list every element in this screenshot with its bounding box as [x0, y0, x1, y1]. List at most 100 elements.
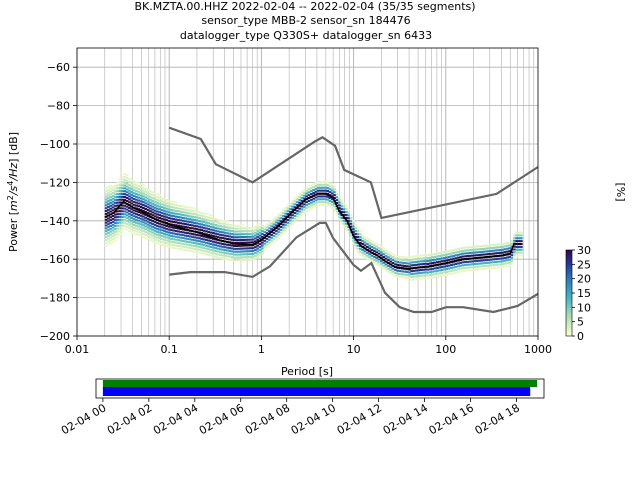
histogram-cell [214, 252, 217, 255]
histogram-cell [177, 218, 180, 221]
histogram-cell [163, 215, 166, 218]
histogram-cell [310, 184, 313, 187]
histogram-cell [123, 175, 126, 178]
histogram-cell [167, 237, 171, 240]
histogram-cell [214, 255, 217, 258]
histogram-cell [132, 223, 136, 226]
histogram-cell [478, 254, 481, 257]
histogram-cell [503, 262, 507, 265]
histogram-cell [139, 220, 143, 223]
histogram-cell [310, 190, 313, 193]
histogram-cell [513, 245, 516, 248]
histogram-cell [191, 209, 194, 212]
histogram-cell [109, 233, 112, 236]
histogram-cell [114, 190, 117, 193]
histogram-cell [263, 242, 266, 245]
histogram-cell [508, 258, 511, 261]
histogram-cell [228, 235, 231, 238]
histogram-cell [352, 222, 355, 225]
histogram-cell [247, 241, 250, 244]
histogram-cell [361, 242, 364, 245]
histogram-cell [312, 186, 315, 189]
histogram-cell [342, 219, 346, 222]
histogram-cell [419, 277, 423, 280]
histogram-cell [244, 241, 248, 244]
histogram-cell [219, 245, 222, 248]
histogram-cell [230, 238, 234, 241]
histogram-cell [149, 204, 152, 207]
histogram-cell [354, 232, 357, 235]
histogram-cell [109, 184, 112, 187]
histogram-cell [291, 222, 294, 225]
histogram-cell [296, 198, 299, 201]
y-tick-label: −100 [40, 138, 70, 151]
histogram-cell [450, 258, 453, 261]
histogram-cell [184, 231, 187, 234]
histogram-cell [443, 256, 446, 259]
histogram-cell [158, 208, 161, 211]
histogram-cell [240, 259, 243, 262]
histogram-cell [142, 227, 145, 230]
histogram-cell [282, 209, 285, 212]
histogram-cell [405, 262, 409, 265]
histogram-cell [219, 256, 222, 259]
histogram-cell [354, 235, 357, 238]
histogram-cell [228, 232, 231, 235]
histogram-cell [191, 238, 194, 241]
histogram-cell [137, 205, 140, 208]
histogram-cell [163, 206, 166, 209]
histogram-cell [111, 192, 115, 195]
histogram-cell [300, 193, 304, 196]
histogram-cell [496, 249, 500, 252]
grid-lines [76, 48, 538, 337]
histogram-cell [375, 248, 378, 251]
histogram-cell [247, 255, 250, 258]
histogram-cell [228, 258, 231, 261]
histogram-cell [268, 235, 271, 238]
histogram-cell [389, 254, 392, 257]
histogram-cell [151, 191, 154, 194]
histogram-cell [123, 210, 126, 213]
histogram-cell [380, 245, 383, 248]
histogram-cell [130, 219, 133, 222]
histogram-cell [447, 250, 451, 253]
histogram-cell [286, 204, 290, 207]
histogram-cell [396, 258, 399, 261]
histogram-cell [170, 214, 173, 217]
histogram-cell [121, 192, 124, 195]
histogram-cell [163, 201, 166, 204]
histogram-cell [111, 215, 115, 218]
histogram-cell [373, 247, 376, 250]
histogram-cell [118, 187, 122, 190]
histogram-cell [121, 178, 124, 181]
histogram-cell [244, 238, 248, 241]
histogram-cell [272, 220, 276, 223]
histogram-cell [146, 197, 150, 200]
histogram-cell [165, 239, 168, 242]
histogram-cell [165, 199, 168, 202]
histogram-cell [391, 259, 395, 262]
histogram-cell [184, 223, 187, 226]
histogram-cell [198, 251, 201, 254]
histogram-cell [153, 224, 157, 227]
histogram-cell [312, 200, 315, 203]
histogram-cell [177, 221, 180, 224]
histogram-cell [237, 224, 241, 227]
histogram-cell [324, 204, 327, 207]
histogram-cell [186, 243, 189, 246]
histogram-cell [275, 224, 278, 227]
histogram-cell [165, 245, 168, 248]
histogram-cell [466, 260, 469, 263]
histogram-cell [111, 229, 115, 232]
histogram-cell [179, 213, 182, 216]
histogram-cell [450, 249, 453, 252]
histogram-cell [387, 264, 390, 267]
histogram-cell [158, 231, 161, 234]
histogram-cell [142, 235, 145, 238]
histogram-cell [125, 188, 129, 191]
histogram-cell [228, 229, 231, 232]
histogram-cell [123, 196, 126, 199]
histogram-cell [361, 248, 364, 251]
histogram-cell [107, 237, 110, 240]
histogram-cell [167, 211, 171, 214]
